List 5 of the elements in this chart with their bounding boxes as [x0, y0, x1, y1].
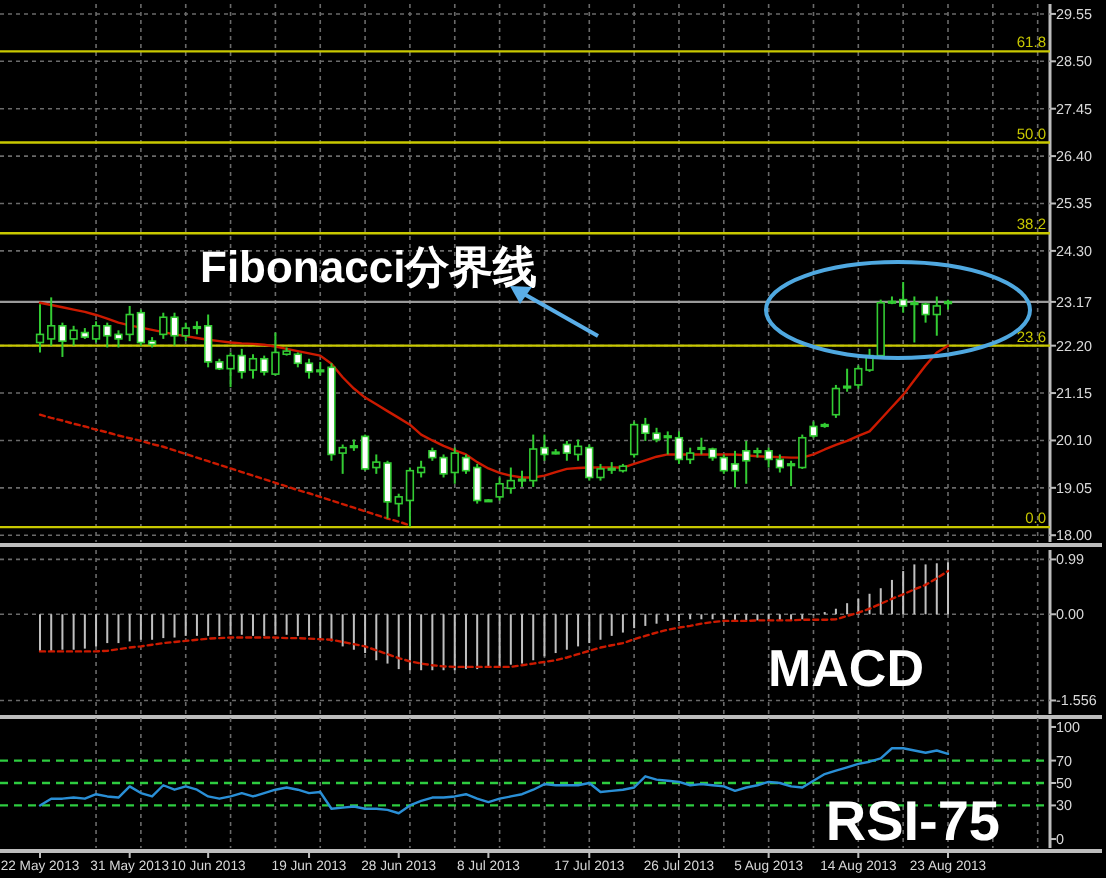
line-series: [38, 413, 412, 527]
annotation: RSI-75: [825, 790, 1000, 852]
annotation: Fibonacci分界线: [200, 242, 538, 292]
annotation: MACD: [768, 638, 924, 698]
line-series: [38, 301, 950, 479]
